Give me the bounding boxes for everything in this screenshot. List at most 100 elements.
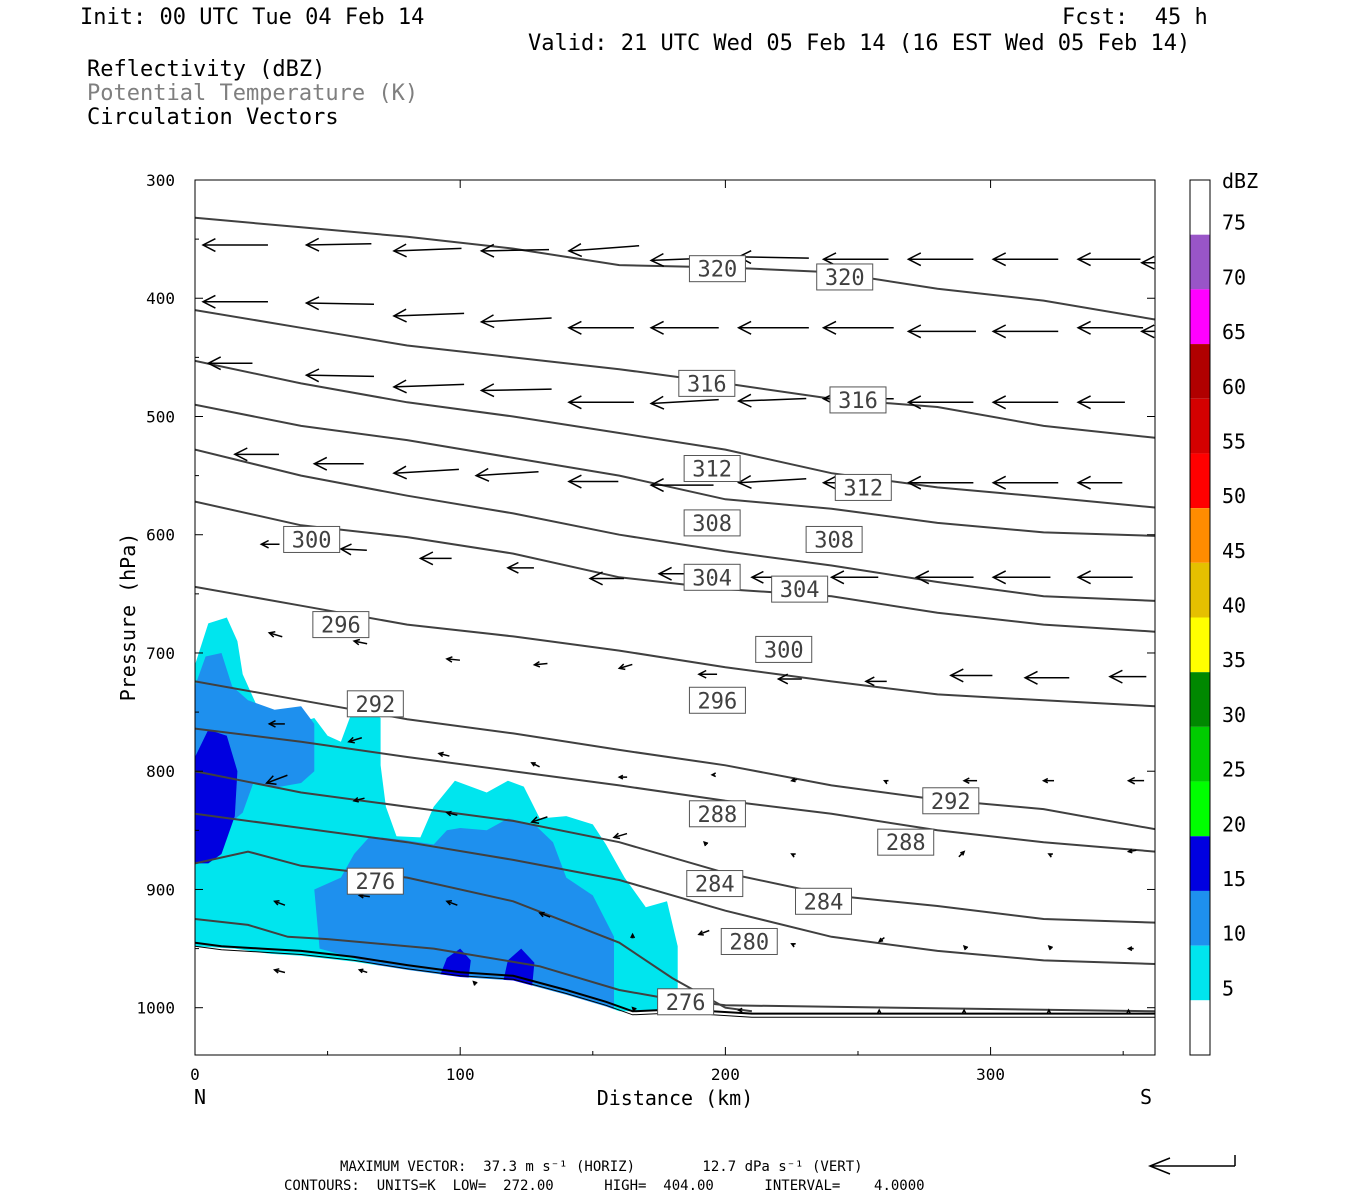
south-end-label: S: [1140, 1085, 1152, 1109]
circulation-vector: [630, 932, 636, 939]
circulation-vector: [1140, 255, 1155, 270]
circulation-vector: [1076, 570, 1133, 585]
circulation-vector: [506, 561, 534, 574]
circulation-vector: [538, 911, 551, 918]
circulation-vector: [567, 395, 634, 410]
svg-text:304: 304: [692, 566, 732, 591]
circulation-vector: [530, 762, 540, 768]
colorbar-label: 45: [1222, 539, 1246, 563]
colorbar-label: 60: [1222, 375, 1246, 399]
colorbar-swatch: [1190, 617, 1210, 673]
theta-contour-280: [195, 812, 1155, 965]
theta-label: 284: [795, 887, 853, 915]
colorbar-swatch: [1190, 781, 1210, 837]
svg-text:280: 280: [729, 930, 769, 955]
circulation-vector: [1126, 1008, 1131, 1014]
theta-label: 320: [816, 263, 874, 291]
circulation-vector: [267, 631, 283, 638]
circulation-vector: [1046, 1008, 1052, 1014]
circulation-vector: [1126, 848, 1137, 854]
colorbar-title: dBZ: [1222, 169, 1258, 193]
circulation-vector: [392, 379, 465, 394]
x-axis-title: Distance (km): [597, 1086, 754, 1110]
circulation-vector: [1041, 777, 1055, 784]
circulation-vector: [829, 570, 879, 585]
colorbar-swatch: [1190, 836, 1210, 891]
y-tick-label: 600: [146, 526, 175, 545]
theta-label: 308: [805, 525, 863, 553]
circulation-vector: [339, 543, 367, 556]
colorbar-swatch: [1190, 1000, 1210, 1055]
init-label: Init: 00 UTC Tue 04 Feb 14: [80, 5, 425, 30]
theta-label: 312: [834, 473, 892, 501]
circulation-vector: [272, 968, 286, 974]
circulation-vector: [1126, 946, 1134, 952]
circulation-vector: [612, 832, 628, 840]
circulation-vector: [617, 774, 628, 780]
theta-label: 296: [312, 611, 370, 639]
theta-label: 300: [283, 525, 341, 553]
circulation-vector: [479, 314, 552, 329]
field-circulation-vectors: Circulation Vectors: [87, 105, 339, 130]
circulation-vector: [357, 968, 368, 974]
theta-label: 292: [346, 690, 404, 718]
colorbar-label: 75: [1222, 211, 1246, 235]
colorbar-swatch: [1190, 945, 1210, 1001]
circulation-vector: [472, 980, 478, 986]
y-tick-label: 700: [146, 644, 175, 663]
circulation-vector: [1047, 853, 1053, 858]
circulation-vector: [304, 237, 372, 252]
circulation-vector: [649, 395, 719, 410]
circulation-vector: [864, 676, 887, 687]
y-axis-title: Pressure (hPa): [116, 533, 140, 702]
circulation-vector: [567, 474, 619, 489]
theta-label: 288: [877, 828, 935, 856]
circulation-vector: [790, 943, 796, 948]
colorbar-label: 20: [1222, 812, 1246, 836]
circulation-vector: [479, 383, 552, 398]
contours-note: CONTOURS: UNITS=K LOW= 272.00 HIGH= 404.…: [284, 1178, 925, 1194]
circulation-vector: [532, 660, 548, 668]
x-tick-label: 300: [976, 1065, 1005, 1084]
circulation-vector: [1076, 320, 1144, 335]
circulation-vector: [697, 669, 718, 679]
theta-label: 276: [657, 988, 715, 1016]
theta-label: 308: [683, 509, 741, 537]
theta-contour-308: [195, 403, 1155, 537]
x-tick-label: 0: [190, 1065, 200, 1084]
colorbar-swatch: [1190, 398, 1210, 454]
circulation-vector: [1023, 670, 1070, 685]
svg-text:276: 276: [666, 991, 706, 1016]
circulation-vector: [445, 656, 461, 663]
colorbar-swatch: [1190, 180, 1210, 235]
theta-contour-300: [195, 500, 1155, 633]
circulation-vector: [201, 238, 268, 253]
y-tick-label: 1000: [136, 999, 175, 1018]
reflectivity-area-15dbz: [195, 729, 238, 864]
theta-contour-316: [195, 309, 1155, 439]
svg-text:312: 312: [692, 458, 732, 483]
circulation-vector: [265, 774, 288, 785]
svg-text:300: 300: [292, 528, 332, 553]
colorbar-label: 35: [1222, 648, 1246, 672]
circulation-vector: [958, 850, 966, 858]
below-ground-area: [195, 947, 1155, 1055]
circulation-vector: [776, 673, 802, 685]
circulation-vector: [617, 663, 633, 671]
circulation-vector: [736, 250, 809, 265]
circulation-vector: [418, 551, 452, 566]
circulation-vector: [304, 368, 374, 383]
colorbar-swatch: [1190, 890, 1210, 946]
colorbar-swatch: [1190, 289, 1210, 345]
field-potential-temperature: Potential Temperature (K): [87, 81, 419, 106]
circulation-vector: [906, 475, 974, 490]
theta-label: 312: [683, 455, 741, 483]
circulation-vector: [962, 945, 969, 951]
svg-text:292: 292: [931, 790, 971, 815]
y-tick-label: 900: [146, 880, 175, 899]
circulation-vector: [445, 810, 458, 817]
svg-text:320: 320: [825, 266, 865, 291]
theta-label: 316: [678, 369, 736, 397]
svg-text:300: 300: [764, 638, 804, 663]
colorbar-swatch: [1190, 726, 1210, 782]
